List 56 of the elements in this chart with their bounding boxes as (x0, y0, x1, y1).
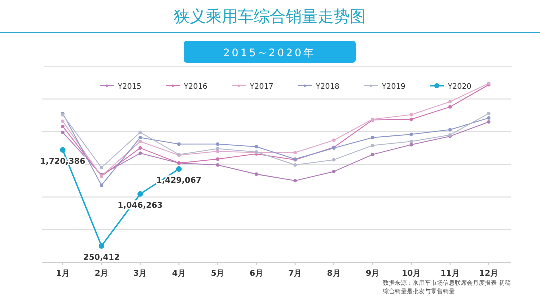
x-tick-label: 1月 (56, 269, 70, 278)
point (138, 140, 142, 144)
point (216, 142, 220, 146)
point (138, 136, 142, 140)
point (487, 116, 491, 120)
point (254, 172, 258, 176)
point (410, 140, 414, 144)
point (371, 136, 375, 140)
point (410, 118, 414, 122)
point (61, 125, 65, 128)
x-tick-label: 10月 (402, 269, 422, 278)
point (60, 147, 66, 153)
point (138, 152, 142, 156)
point (371, 144, 375, 148)
point (254, 145, 258, 149)
point (61, 130, 65, 134)
point (100, 166, 104, 170)
point (448, 100, 452, 104)
point (332, 158, 336, 162)
point (216, 158, 220, 162)
point (177, 142, 181, 146)
x-tick-label: 3月 (134, 269, 148, 278)
point (138, 146, 142, 150)
point (410, 143, 414, 147)
point (294, 179, 298, 183)
point (332, 170, 336, 174)
point (448, 105, 452, 109)
x-tick-label: 12月 (479, 269, 499, 278)
point (371, 153, 375, 156)
x-tick-label: 2月 (94, 269, 109, 278)
point (487, 112, 491, 116)
point (487, 120, 491, 124)
point (61, 120, 65, 124)
point (138, 191, 144, 197)
point (216, 164, 220, 167)
point (448, 128, 452, 132)
point (98, 243, 105, 249)
title: 狭义乘用车综合销量走势图 (174, 7, 366, 26)
point (410, 113, 414, 117)
point (410, 132, 414, 136)
point (138, 130, 142, 134)
point (176, 166, 182, 172)
point (100, 184, 104, 188)
x-tick-label: 7月 (288, 269, 302, 278)
x-tick-label: 8月 (327, 269, 341, 278)
x-tick-label: 5月 (211, 269, 225, 278)
point (332, 138, 336, 142)
subtitle: 2015~2020年 (223, 48, 317, 60)
point (216, 147, 220, 151)
data-label: 250,412 (84, 253, 120, 262)
x-tick-label: 9月 (366, 269, 380, 278)
x-tick-label: 6月 (250, 269, 264, 278)
x-tick-label: 4月 (172, 269, 186, 278)
point (294, 164, 298, 167)
x-tick-label: 11月 (440, 269, 460, 278)
point (294, 151, 298, 155)
